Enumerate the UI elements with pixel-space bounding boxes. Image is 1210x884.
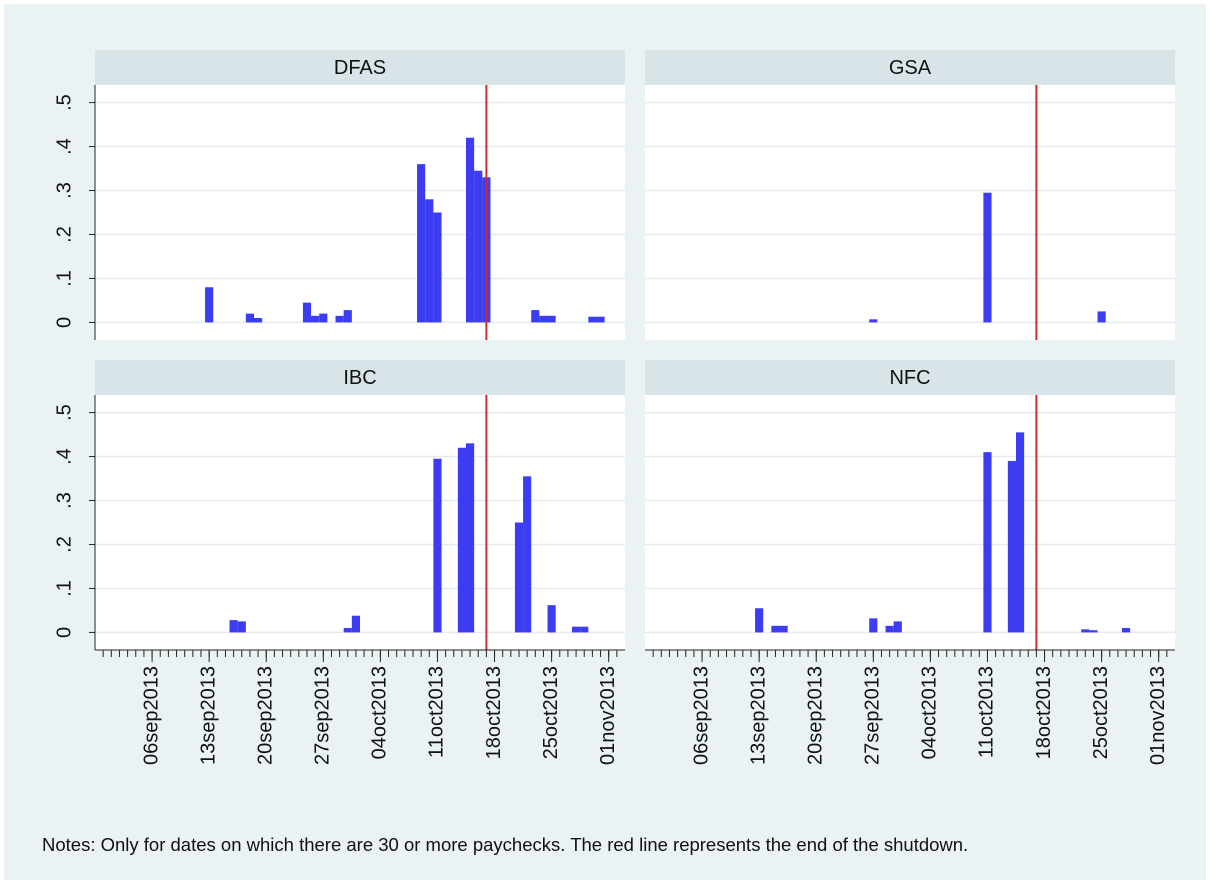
bar bbox=[539, 315, 548, 323]
bar bbox=[1081, 629, 1090, 633]
x-tick-label: 04oct2013 bbox=[369, 666, 391, 759]
panel-header bbox=[645, 50, 1175, 85]
plot-area bbox=[645, 85, 1175, 340]
bar bbox=[1089, 630, 1098, 633]
y-tick-label: 0 bbox=[53, 627, 75, 638]
bar bbox=[351, 615, 360, 633]
bar bbox=[869, 618, 878, 633]
y-tick-label: .4 bbox=[53, 448, 75, 465]
x-tick-label: 11oct2013 bbox=[426, 666, 448, 758]
bar bbox=[779, 625, 788, 633]
x-tick-label: 06sep2013 bbox=[690, 666, 712, 765]
plot-area bbox=[645, 395, 1175, 650]
bar bbox=[983, 192, 992, 323]
panel-header bbox=[95, 50, 625, 85]
y-tick-label: 0 bbox=[53, 317, 75, 328]
plot-area bbox=[95, 395, 625, 650]
y-tick-label: .2 bbox=[53, 226, 75, 243]
bar bbox=[474, 170, 483, 323]
bar bbox=[466, 137, 475, 323]
y-tick-label: .5 bbox=[53, 94, 75, 111]
bar bbox=[572, 626, 581, 633]
x-tick-label: 27sep2013 bbox=[862, 666, 884, 765]
bar bbox=[302, 302, 312, 323]
bar bbox=[466, 443, 475, 633]
bar bbox=[1122, 628, 1131, 633]
x-tick-label: 18oct2013 bbox=[1033, 666, 1055, 759]
bar bbox=[531, 310, 540, 323]
x-tick-label: 13sep2013 bbox=[747, 666, 769, 765]
bar bbox=[1007, 460, 1016, 633]
bar bbox=[1097, 311, 1106, 323]
bar bbox=[755, 608, 764, 633]
y-tick-label: .3 bbox=[53, 492, 75, 509]
bar bbox=[457, 447, 466, 633]
x-tick-label: 20sep2013 bbox=[255, 666, 277, 765]
panel-title: IBC bbox=[343, 367, 376, 389]
x-tick-label: 25oct2013 bbox=[1090, 666, 1112, 759]
y-tick-label: .4 bbox=[53, 138, 75, 155]
bar bbox=[580, 626, 589, 633]
bar bbox=[417, 164, 426, 323]
x-tick-label: 27sep2013 bbox=[312, 666, 334, 765]
bar bbox=[433, 212, 442, 323]
bar bbox=[245, 313, 254, 323]
y-tick-label: .2 bbox=[53, 536, 75, 553]
y-tick-label: .5 bbox=[53, 404, 75, 421]
panel-title: NFC bbox=[889, 367, 930, 389]
x-tick-label: 04oct2013 bbox=[919, 666, 941, 759]
x-tick-label: 20sep2013 bbox=[805, 666, 827, 765]
x-tick-label: 06sep2013 bbox=[140, 666, 162, 765]
y-tick-label: .1 bbox=[53, 270, 75, 287]
bar bbox=[433, 458, 442, 633]
bar bbox=[771, 625, 780, 633]
panel-title: DFAS bbox=[334, 57, 386, 79]
x-tick-label: 11oct2013 bbox=[976, 666, 998, 758]
bar bbox=[237, 621, 246, 633]
notes: Notes: Only for dates on which there are… bbox=[42, 834, 968, 855]
bar bbox=[229, 620, 238, 633]
y-tick-label: .3 bbox=[53, 182, 75, 199]
plot-area bbox=[95, 85, 625, 340]
bar bbox=[425, 199, 434, 323]
bar bbox=[343, 628, 352, 633]
bar bbox=[893, 621, 902, 633]
bar bbox=[596, 316, 605, 323]
panel-header bbox=[645, 360, 1175, 395]
bar bbox=[983, 452, 992, 633]
bar bbox=[311, 315, 320, 323]
x-tick-label: 01nov2013 bbox=[1147, 666, 1169, 765]
panel-title: GSA bbox=[889, 57, 932, 79]
x-tick-label: 13sep2013 bbox=[197, 666, 219, 765]
bar bbox=[514, 522, 524, 633]
x-tick-label: 18oct2013 bbox=[483, 666, 505, 759]
bar bbox=[1016, 432, 1025, 633]
bar bbox=[205, 287, 214, 323]
bar bbox=[547, 605, 556, 633]
bar bbox=[547, 315, 556, 323]
bar bbox=[343, 310, 352, 323]
bar bbox=[319, 313, 328, 323]
bar bbox=[523, 476, 532, 633]
panel-header bbox=[95, 360, 625, 395]
bar bbox=[335, 315, 344, 323]
x-tick-label: 25oct2013 bbox=[540, 666, 562, 759]
bar bbox=[869, 319, 878, 323]
bar bbox=[254, 318, 263, 323]
bar bbox=[588, 316, 597, 323]
x-tick-label: 01nov2013 bbox=[597, 666, 619, 765]
bar bbox=[885, 625, 894, 633]
y-tick-label: .1 bbox=[53, 580, 75, 597]
